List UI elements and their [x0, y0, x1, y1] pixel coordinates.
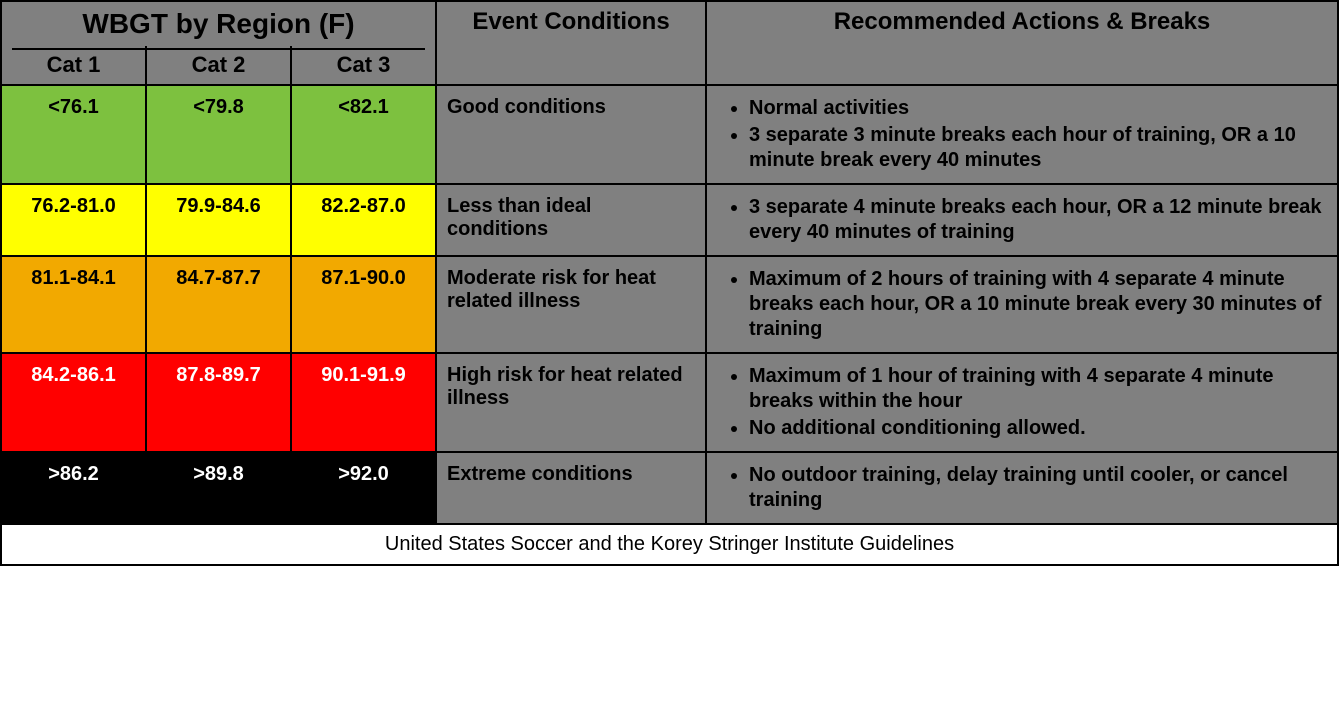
footer-row: United States Soccer and the Korey Strin… — [1, 524, 1338, 565]
actions-cell: Maximum of 2 hours of training with 4 se… — [706, 256, 1338, 353]
wbgt-guidelines-table: WBGT by Region (F) Event Conditions Reco… — [0, 0, 1339, 566]
cat1-cell: 81.1-84.1 — [1, 256, 146, 353]
cat2-cell: 79.9-84.6 — [146, 184, 291, 256]
cat3-cell: 87.1-90.0 — [291, 256, 436, 353]
table-row: 76.2-81.079.9-84.682.2-87.0Less than ide… — [1, 184, 1338, 256]
cat1-cell: <76.1 — [1, 85, 146, 184]
actions-cell: 3 separate 4 minute breaks each hour, OR… — [706, 184, 1338, 256]
cat2-cell: >89.8 — [146, 452, 291, 524]
action-item: Maximum of 2 hours of training with 4 se… — [749, 267, 1327, 342]
header-cat2: Cat 2 — [146, 46, 291, 85]
header-wbgt: WBGT by Region (F) — [1, 1, 436, 46]
table-row: >86.2>89.8>92.0Extreme conditions No outd… — [1, 452, 1338, 524]
condition-cell: Extreme conditions — [436, 452, 706, 524]
actions-cell: Maximum of 1 hour of training with 4 sep… — [706, 353, 1338, 452]
cat1-cell: 76.2-81.0 — [1, 184, 146, 256]
cat3-cell: 82.2-87.0 — [291, 184, 436, 256]
action-item: Maximum of 1 hour of training with 4 sep… — [749, 364, 1327, 414]
cat3-cell: >92.0 — [291, 452, 436, 524]
actions-list: 3 separate 4 minute breaks each hour, OR… — [731, 195, 1327, 245]
actions-list: Maximum of 2 hours of training with 4 se… — [731, 267, 1327, 342]
actions-list: Normal activities3 separate 3 minute bre… — [731, 96, 1327, 173]
cat3-cell: <82.1 — [291, 85, 436, 184]
condition-cell: High risk for heat related illness — [436, 353, 706, 452]
footer-text: United States Soccer and the Korey Strin… — [1, 524, 1338, 565]
header-row-1: WBGT by Region (F) Event Conditions Reco… — [1, 1, 1338, 46]
cat2-cell: 87.8-89.7 — [146, 353, 291, 452]
actions-list: No outdoor training, delay training unti… — [731, 463, 1327, 513]
cat2-cell: <79.8 — [146, 85, 291, 184]
table-row: 84.2-86.187.8-89.790.1-91.9High risk for… — [1, 353, 1338, 452]
actions-cell: No outdoor training, delay training unti… — [706, 452, 1338, 524]
header-cat1: Cat 1 — [1, 46, 146, 85]
table-body: <76.1<79.8<82.1Good conditions Normal act… — [1, 85, 1338, 524]
cat2-cell: 84.7-87.7 — [146, 256, 291, 353]
actions-list: Maximum of 1 hour of training with 4 sep… — [731, 364, 1327, 441]
condition-cell: Good conditions — [436, 85, 706, 184]
cat1-cell: >86.2 — [1, 452, 146, 524]
action-item: No additional conditioning allowed. — [749, 416, 1327, 441]
action-item: 3 separate 4 minute breaks each hour, OR… — [749, 195, 1327, 245]
table: WBGT by Region (F) Event Conditions Reco… — [0, 0, 1339, 566]
condition-cell: Less than ideal conditions — [436, 184, 706, 256]
header-actions: Recommended Actions & Breaks — [706, 1, 1338, 85]
action-item: 3 separate 3 minute breaks each hour of … — [749, 123, 1327, 173]
cat1-cell: 84.2-86.1 — [1, 353, 146, 452]
condition-cell: Moderate risk for heat related illness — [436, 256, 706, 353]
actions-cell: Normal activities3 separate 3 minute bre… — [706, 85, 1338, 184]
table-row: <76.1<79.8<82.1Good conditions Normal act… — [1, 85, 1338, 184]
action-item: No outdoor training, delay training unti… — [749, 463, 1327, 513]
table-row: 81.1-84.184.7-87.787.1-90.0Moderate risk… — [1, 256, 1338, 353]
cat3-cell: 90.1-91.9 — [291, 353, 436, 452]
header-event-conditions: Event Conditions — [436, 1, 706, 85]
header-cat3: Cat 3 — [291, 46, 436, 85]
action-item: Normal activities — [749, 96, 1327, 121]
